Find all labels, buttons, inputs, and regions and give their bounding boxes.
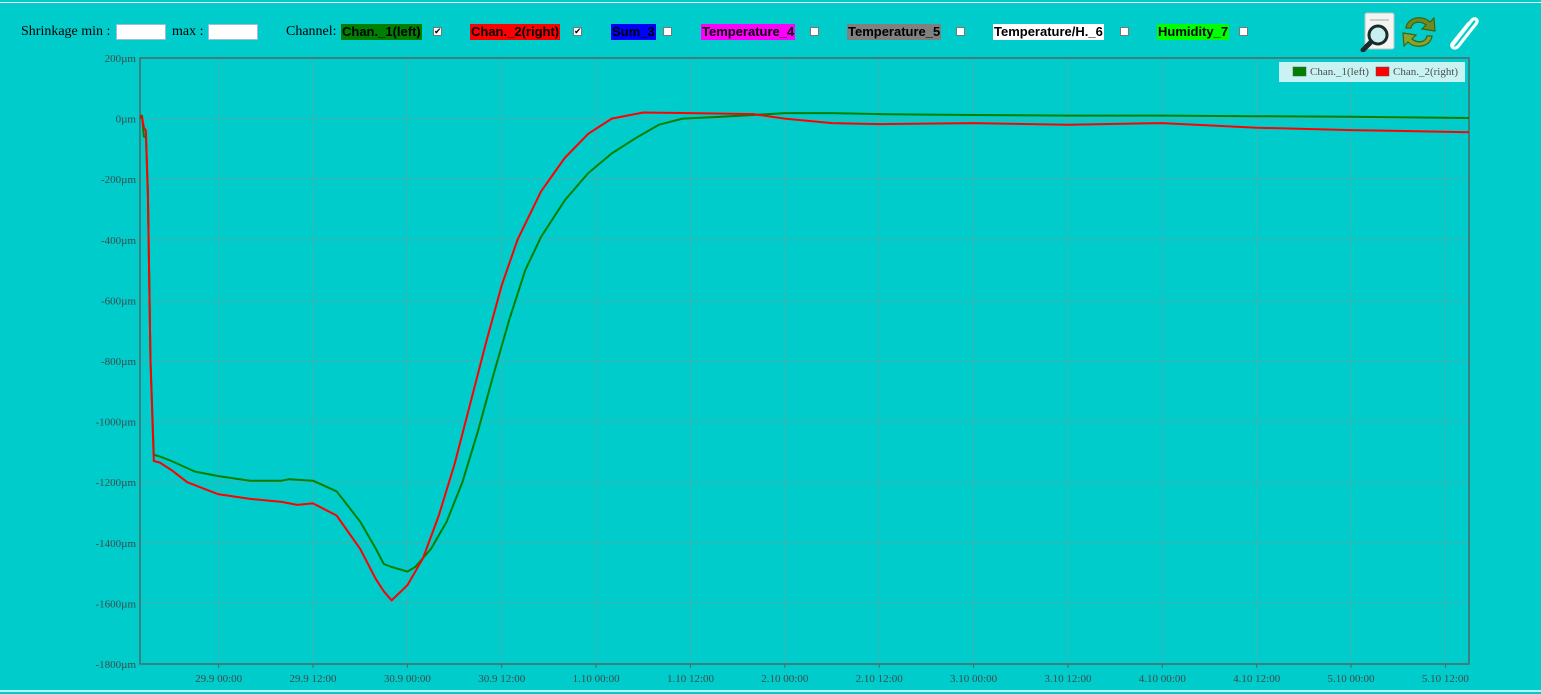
- channel-1-checkbox[interactable]: ✔: [433, 27, 442, 37]
- x-tick-label: 2.10 12:00: [856, 673, 904, 685]
- channel-6-label: Temperature/H._6: [993, 24, 1104, 40]
- y-tick-label: -1200µm: [95, 477, 136, 489]
- zoom-magnifier-icon[interactable]: [1358, 12, 1396, 52]
- y-tick-label: 200µm: [105, 53, 137, 65]
- x-tick-label: 30.9 00:00: [384, 673, 432, 685]
- y-tick-label: -1600µm: [95, 598, 136, 610]
- x-tick-label: 4.10 12:00: [1233, 673, 1281, 685]
- x-tick-label: 5.10 12:00: [1422, 673, 1470, 685]
- x-tick-label: 1.10 00:00: [573, 673, 621, 685]
- channel-3-checkbox[interactable]: [663, 27, 672, 36]
- axes: 200µm 0µm -200µm -400µm -600µm -800µm -1000µm -…: [95, 53, 1470, 685]
- x-tick-label: 2.10 00:00: [761, 673, 809, 685]
- y-tick-label: -400µm: [101, 235, 137, 247]
- bottom-border-line: [0, 690, 1541, 692]
- series-layer: [139, 111, 1470, 602]
- channel-4-checkbox[interactable]: [810, 27, 819, 36]
- channel-2-label: Chan._2(right): [470, 24, 561, 40]
- channel-6-checkbox[interactable]: [1120, 27, 1129, 36]
- channel-1-label: Chan._1(left): [341, 24, 422, 40]
- channel-3-label: Sum_3: [611, 24, 656, 40]
- shrinkage-max-input[interactable]: [208, 24, 258, 40]
- y-tick-label: -800µm: [101, 356, 137, 368]
- channel-7-checkbox[interactable]: [1239, 27, 1248, 36]
- channel-2-checkbox[interactable]: ✔: [573, 27, 582, 37]
- y-tick-label: -200µm: [101, 174, 137, 186]
- y-tick-label: 0µm: [116, 114, 137, 126]
- legend-swatch: [1375, 66, 1390, 77]
- x-tick-label: 30.9 12:00: [478, 673, 526, 685]
- x-tick-label: 29.9 12:00: [289, 673, 337, 685]
- shrinkage-min-label: Shrinkage min :: [21, 24, 111, 39]
- channel-5-checkbox[interactable]: [956, 27, 965, 36]
- legend-label: Chan._2(right): [1393, 66, 1458, 78]
- y-tick-label: -1000µm: [95, 417, 136, 429]
- channel-7-label: Humidity_7: [1157, 24, 1230, 40]
- paperclip-icon[interactable]: [1443, 12, 1481, 52]
- toolbar: Shrinkage min : max : Channel: Chan._1(l…: [0, 0, 1541, 58]
- y-tick-label: -1800µm: [95, 659, 136, 671]
- channel-label: Channel:: [286, 24, 337, 39]
- legend: Chan._1(left) Chan._2(right): [1279, 62, 1465, 82]
- top-border-line: [0, 2, 1541, 3]
- y-tick-label: -600µm: [101, 295, 137, 307]
- x-tick-label: 29.9 00:00: [195, 673, 243, 685]
- shrinkage-max-label: max :: [172, 24, 204, 39]
- x-tick-label: 5.10 00:00: [1328, 673, 1376, 685]
- x-tick-label: 4.10 00:00: [1139, 673, 1187, 685]
- series-line-1: [139, 112, 1470, 573]
- channel-5-label: Temperature_5: [847, 24, 942, 40]
- x-tick-label: 1.10 12:00: [667, 673, 715, 685]
- refresh-arrows-icon[interactable]: [1400, 12, 1438, 52]
- legend-swatch: [1292, 66, 1307, 77]
- x-tick-label: 3.10 00:00: [950, 673, 998, 685]
- grid: [140, 57, 1469, 665]
- plot-frame: [139, 57, 1470, 665]
- legend-label: Chan._1(left): [1310, 66, 1369, 78]
- series-line-2: [139, 111, 1470, 602]
- shrinkage-min-input[interactable]: [116, 24, 166, 40]
- channel-4-label: Temperature_4: [701, 24, 796, 40]
- y-tick-label: -1400µm: [95, 538, 136, 550]
- legend-box: [1279, 62, 1465, 82]
- x-tick-label: 3.10 12:00: [1044, 673, 1092, 685]
